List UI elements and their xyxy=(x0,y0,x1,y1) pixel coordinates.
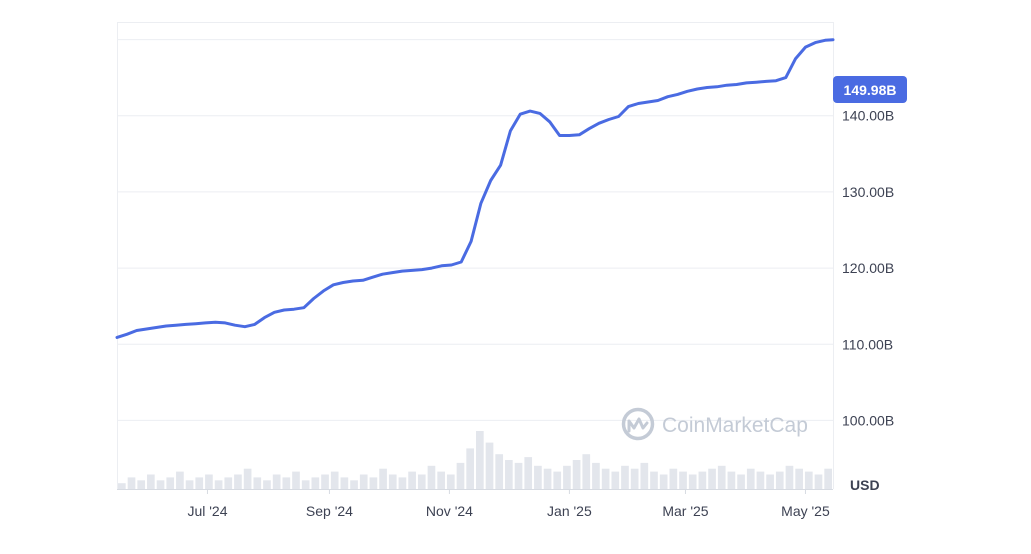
volume-bar xyxy=(127,477,136,489)
volume-bar xyxy=(311,477,320,489)
volume-bar xyxy=(746,468,755,489)
y-tick-label: 130.00B xyxy=(842,184,894,200)
volume-bar xyxy=(350,480,358,489)
volume-bar xyxy=(359,474,368,489)
volume-bar xyxy=(466,448,474,489)
volume-bar xyxy=(543,468,552,489)
volume-bar xyxy=(147,474,155,489)
y-axis-ticks: 100.00B 110.00B 120.00B 130.00B 140.00B xyxy=(842,108,894,429)
volume-bar xyxy=(756,471,765,489)
y-tick-label: 120.00B xyxy=(842,260,894,276)
volume-bar xyxy=(408,471,416,489)
x-axis-ticks: Jul '24 Sep '24 Nov '24 Jan '25 Mar '25 May '… xyxy=(187,489,830,519)
volume-bar xyxy=(514,462,523,489)
volume-bar xyxy=(727,471,736,489)
coinmarketcap-logo-icon xyxy=(621,407,655,441)
volume-bar xyxy=(156,480,165,489)
volume-bar xyxy=(669,468,678,489)
volume-bar xyxy=(379,468,387,489)
volume-bar xyxy=(824,468,832,489)
volume-bar xyxy=(804,471,813,489)
volume-bar xyxy=(640,462,649,489)
current-value-badge: 149.98B xyxy=(833,76,907,103)
market-cap-line xyxy=(115,38,835,339)
volume-bar xyxy=(534,465,542,489)
volume-bar xyxy=(485,442,494,489)
x-tick-label: Jan '25 xyxy=(547,503,592,519)
volume-bar xyxy=(340,477,349,489)
volume-bar xyxy=(195,477,204,489)
volume-bar xyxy=(388,474,397,489)
volume-bar xyxy=(814,474,823,489)
volume-bar xyxy=(398,477,407,489)
volume-bar xyxy=(118,483,126,489)
x-tick-label: Mar '25 xyxy=(662,503,708,519)
volume-bar xyxy=(611,471,620,489)
volume-bar xyxy=(688,474,697,489)
volume-bar xyxy=(282,477,291,489)
volume-bar xyxy=(785,465,794,489)
volume-bar xyxy=(601,468,610,489)
volume-bar xyxy=(524,457,533,489)
volume-bar xyxy=(243,468,252,489)
volume-bar xyxy=(234,474,242,489)
volume-bar xyxy=(166,477,175,489)
volume-bar xyxy=(775,471,784,489)
volume-bar xyxy=(553,471,562,489)
x-tick-label: May '25 xyxy=(781,503,830,519)
volume-bar xyxy=(253,477,262,489)
volume-bar xyxy=(137,480,146,489)
volume-bar xyxy=(214,480,223,489)
y-tick-label: 110.00B xyxy=(842,336,893,352)
watermark-text: CoinMarketCap xyxy=(662,414,808,437)
volume-bar xyxy=(330,471,339,489)
x-tick-label: Nov '24 xyxy=(426,503,473,519)
volume-bar xyxy=(495,454,504,489)
volume-bar xyxy=(456,462,465,489)
volume-bar xyxy=(621,465,629,489)
volume-bar xyxy=(708,468,716,489)
volume-bar xyxy=(582,454,591,489)
volume-bar xyxy=(437,471,445,489)
volume-bar xyxy=(224,477,233,489)
volume-bar xyxy=(205,474,213,489)
volume-bar xyxy=(572,460,581,489)
volume-bar xyxy=(795,468,803,489)
volume-bar xyxy=(650,471,658,489)
volume-bar xyxy=(563,465,571,489)
volume-bar xyxy=(659,474,668,489)
volume-bar xyxy=(292,471,300,489)
y-axis-unit-label: USD xyxy=(850,477,880,493)
volume-bar xyxy=(592,462,600,489)
volume-bar xyxy=(679,471,687,489)
plot-background xyxy=(117,22,833,489)
volume-bar xyxy=(185,480,194,489)
volume-bar xyxy=(766,474,774,489)
y-tick-label: 100.00B xyxy=(842,412,894,428)
volume-bar xyxy=(737,474,745,489)
volume-bar xyxy=(176,471,184,489)
volume-bar xyxy=(446,474,455,489)
volume-bar xyxy=(417,474,426,489)
current-value-badge-background xyxy=(833,76,907,103)
x-tick-label: Jul '24 xyxy=(187,503,227,519)
volume-bar xyxy=(321,474,329,489)
volume-bar xyxy=(272,474,281,489)
volume-bar xyxy=(505,460,513,489)
volume-bar xyxy=(263,480,271,489)
current-value-label: 149.98B xyxy=(844,82,897,98)
volume-bar xyxy=(369,477,378,489)
volume-bar xyxy=(427,465,436,489)
watermark: CoinMarketCap xyxy=(621,407,808,441)
volume-bar xyxy=(301,480,310,489)
x-tick-label: Sep '24 xyxy=(306,503,353,519)
y-tick-label: 140.00B xyxy=(842,108,894,124)
grid-lines xyxy=(117,39,833,421)
volume-bar xyxy=(717,465,726,489)
volume-bar xyxy=(476,431,484,489)
volume-bar xyxy=(698,471,707,489)
volume-bar xyxy=(630,468,639,489)
volume-bars xyxy=(118,431,832,489)
